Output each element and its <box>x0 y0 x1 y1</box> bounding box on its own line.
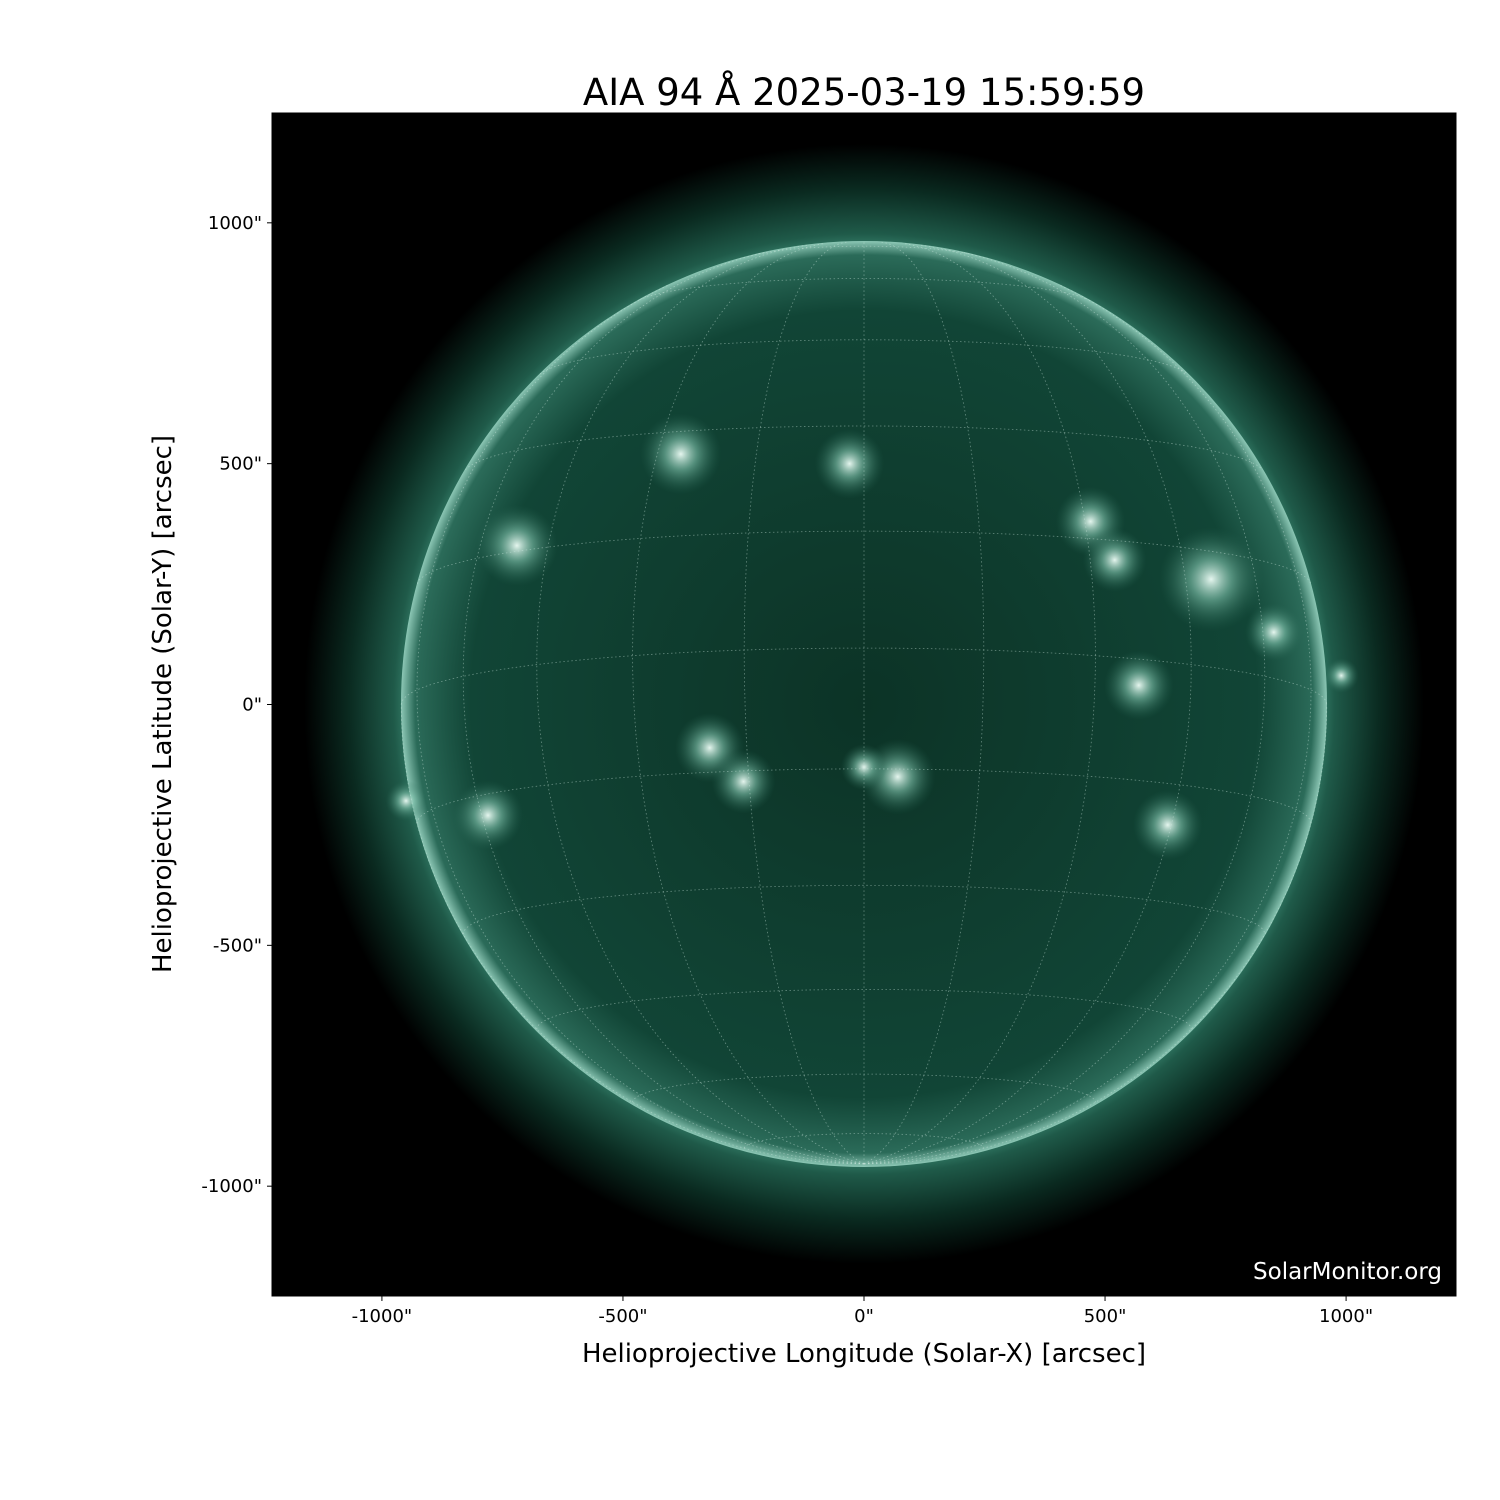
y-axis-label: Helioprojective Latitude (Solar-Y) [arcs… <box>148 435 178 973</box>
x-tick-label: 500" <box>1084 1306 1127 1327</box>
latitude-line <box>539 339 1189 375</box>
active-region <box>1133 790 1203 860</box>
x-tick-label: 1000" <box>1319 1306 1373 1327</box>
chart-title: AIA 94 Å 2025-03-19 15:59:59 <box>583 70 1145 114</box>
x-tick-label: -500" <box>598 1306 647 1327</box>
watermark: SolarMonitor.org <box>1253 1259 1442 1285</box>
x-axis: -1000" -500" 0" 500" 1000" <box>352 1296 1373 1327</box>
y-axis: 1000" 500" 0" -500" -1000" <box>201 213 272 1197</box>
active-region <box>711 749 776 814</box>
latitude-line <box>758 245 970 255</box>
active-region <box>1244 603 1303 662</box>
active-region <box>1104 650 1174 720</box>
latitude-line <box>416 768 1312 824</box>
y-tick-label: -500" <box>213 935 262 956</box>
latitude-line <box>632 1073 1096 1103</box>
active-region <box>840 743 888 791</box>
y-tick-label: -1000" <box>201 1176 262 1197</box>
y-tick-label: 0" <box>242 695 262 716</box>
active-region <box>385 780 427 822</box>
longitude-line <box>400 704 865 1165</box>
solar-disk <box>401 241 1327 1167</box>
latitude-line <box>462 884 1266 935</box>
latitude-line <box>465 425 1263 470</box>
x-tick-label: 0" <box>854 1306 874 1327</box>
active-region <box>1159 527 1264 632</box>
longitude-line <box>863 241 985 1165</box>
active-region <box>640 413 722 495</box>
y-tick-label: 1000" <box>208 213 262 234</box>
latitude-line <box>400 647 1328 705</box>
x-axis-label: Helioprojective Longitude (Solar-X) [arc… <box>582 1339 1146 1369</box>
y-tick-label: 500" <box>219 454 262 475</box>
active-region <box>1082 528 1147 592</box>
longitude-line <box>743 241 865 1165</box>
active-region <box>453 780 523 850</box>
longitude-line <box>863 704 1328 1165</box>
active-regions <box>385 413 1359 860</box>
active-region <box>1323 658 1359 693</box>
solar-image: SolarMonitor.org <box>272 113 1456 1296</box>
heliographic-grid <box>400 241 1328 1165</box>
x-tick-label: -1000" <box>352 1306 413 1327</box>
active-region <box>476 505 558 587</box>
active-region <box>814 428 885 499</box>
